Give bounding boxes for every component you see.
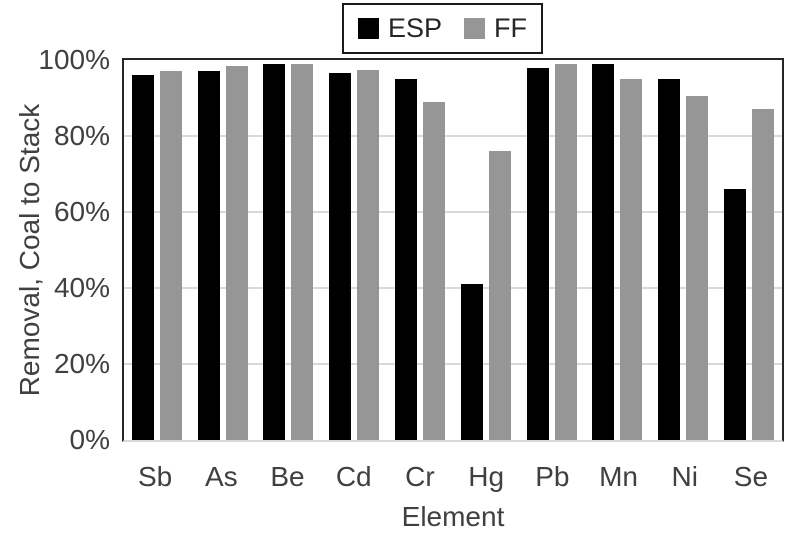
esp-swatch-icon: [358, 18, 379, 39]
bar-ff-cr: [423, 101, 446, 440]
legend-label-ff: FF: [494, 13, 528, 43]
bar-ff-be: [291, 63, 314, 440]
y-tick-label: 100%: [38, 44, 110, 75]
legend: ESP FF: [342, 3, 544, 54]
plot-area: [122, 58, 784, 442]
bar-esp-cr: [395, 79, 418, 440]
gridline: [124, 211, 782, 213]
gridline: [124, 287, 782, 289]
category-group-se: [716, 60, 782, 440]
bar-esp-ni: [658, 79, 681, 440]
category-group-pb: [519, 60, 585, 440]
category-group-mn: [585, 60, 651, 440]
legend-label-esp: ESP: [388, 13, 443, 43]
bar-esp-mn: [592, 63, 615, 440]
gridlines: [124, 60, 782, 440]
category-group-ni: [650, 60, 716, 440]
bar-esp-cd: [329, 73, 352, 440]
category-group-sb: [124, 60, 190, 440]
y-tick-label: 80%: [53, 120, 110, 151]
bar-ff-sb: [159, 71, 182, 440]
category-group-be: [256, 60, 322, 440]
category-group-hg: [453, 60, 519, 440]
x-tick-label-mn: Mn: [599, 461, 638, 492]
ff-swatch-icon: [464, 18, 486, 39]
bar-esp-hg: [460, 284, 483, 440]
bar-esp-se: [724, 189, 747, 440]
x-axis-labels: Sb As Be Cd Cr Hg Pb Mn Ni Se: [122, 463, 784, 491]
bar-ff-pb: [554, 63, 577, 440]
x-tick-label-hg: Hg: [468, 461, 505, 492]
bar-ff-cd: [357, 69, 380, 440]
y-tick-label: 40%: [53, 272, 110, 303]
bar-esp-sb: [131, 75, 154, 440]
gridline: [124, 135, 782, 137]
x-tick-label-cd: Cd: [335, 461, 372, 492]
legend-item-esp: ESP: [358, 15, 442, 42]
y-tick-label: 20%: [53, 348, 110, 379]
bar-esp-be: [263, 63, 286, 440]
legend-item-ff: FF: [464, 15, 527, 42]
bar-esp-as: [197, 71, 220, 440]
y-tick-label: 0%: [69, 424, 110, 455]
x-tick-label-ni: Ni: [671, 461, 698, 492]
bar-ff-se: [752, 109, 775, 440]
category-group-cr: [387, 60, 453, 440]
category-group-as: [190, 60, 256, 440]
x-axis-title: Element: [401, 501, 505, 532]
x-tick-label-se: Se: [733, 461, 769, 492]
bar-ff-hg: [488, 151, 511, 440]
x-tick-label-sb: Sb: [137, 461, 173, 492]
bars-row: [124, 60, 782, 440]
x-tick-label-pb: Pb: [535, 461, 570, 492]
gridline: [124, 363, 782, 365]
bar-ff-as: [225, 65, 248, 440]
bar-ff-mn: [620, 79, 643, 440]
bar-ff-ni: [686, 96, 709, 440]
x-tick-label-be: Be: [270, 461, 305, 492]
category-group-cd: [321, 60, 387, 440]
bar-esp-pb: [526, 67, 549, 440]
x-tick-label-cr: Cr: [405, 461, 435, 492]
y-tick-label: 60%: [53, 196, 110, 227]
x-tick-label-as: As: [204, 461, 238, 492]
